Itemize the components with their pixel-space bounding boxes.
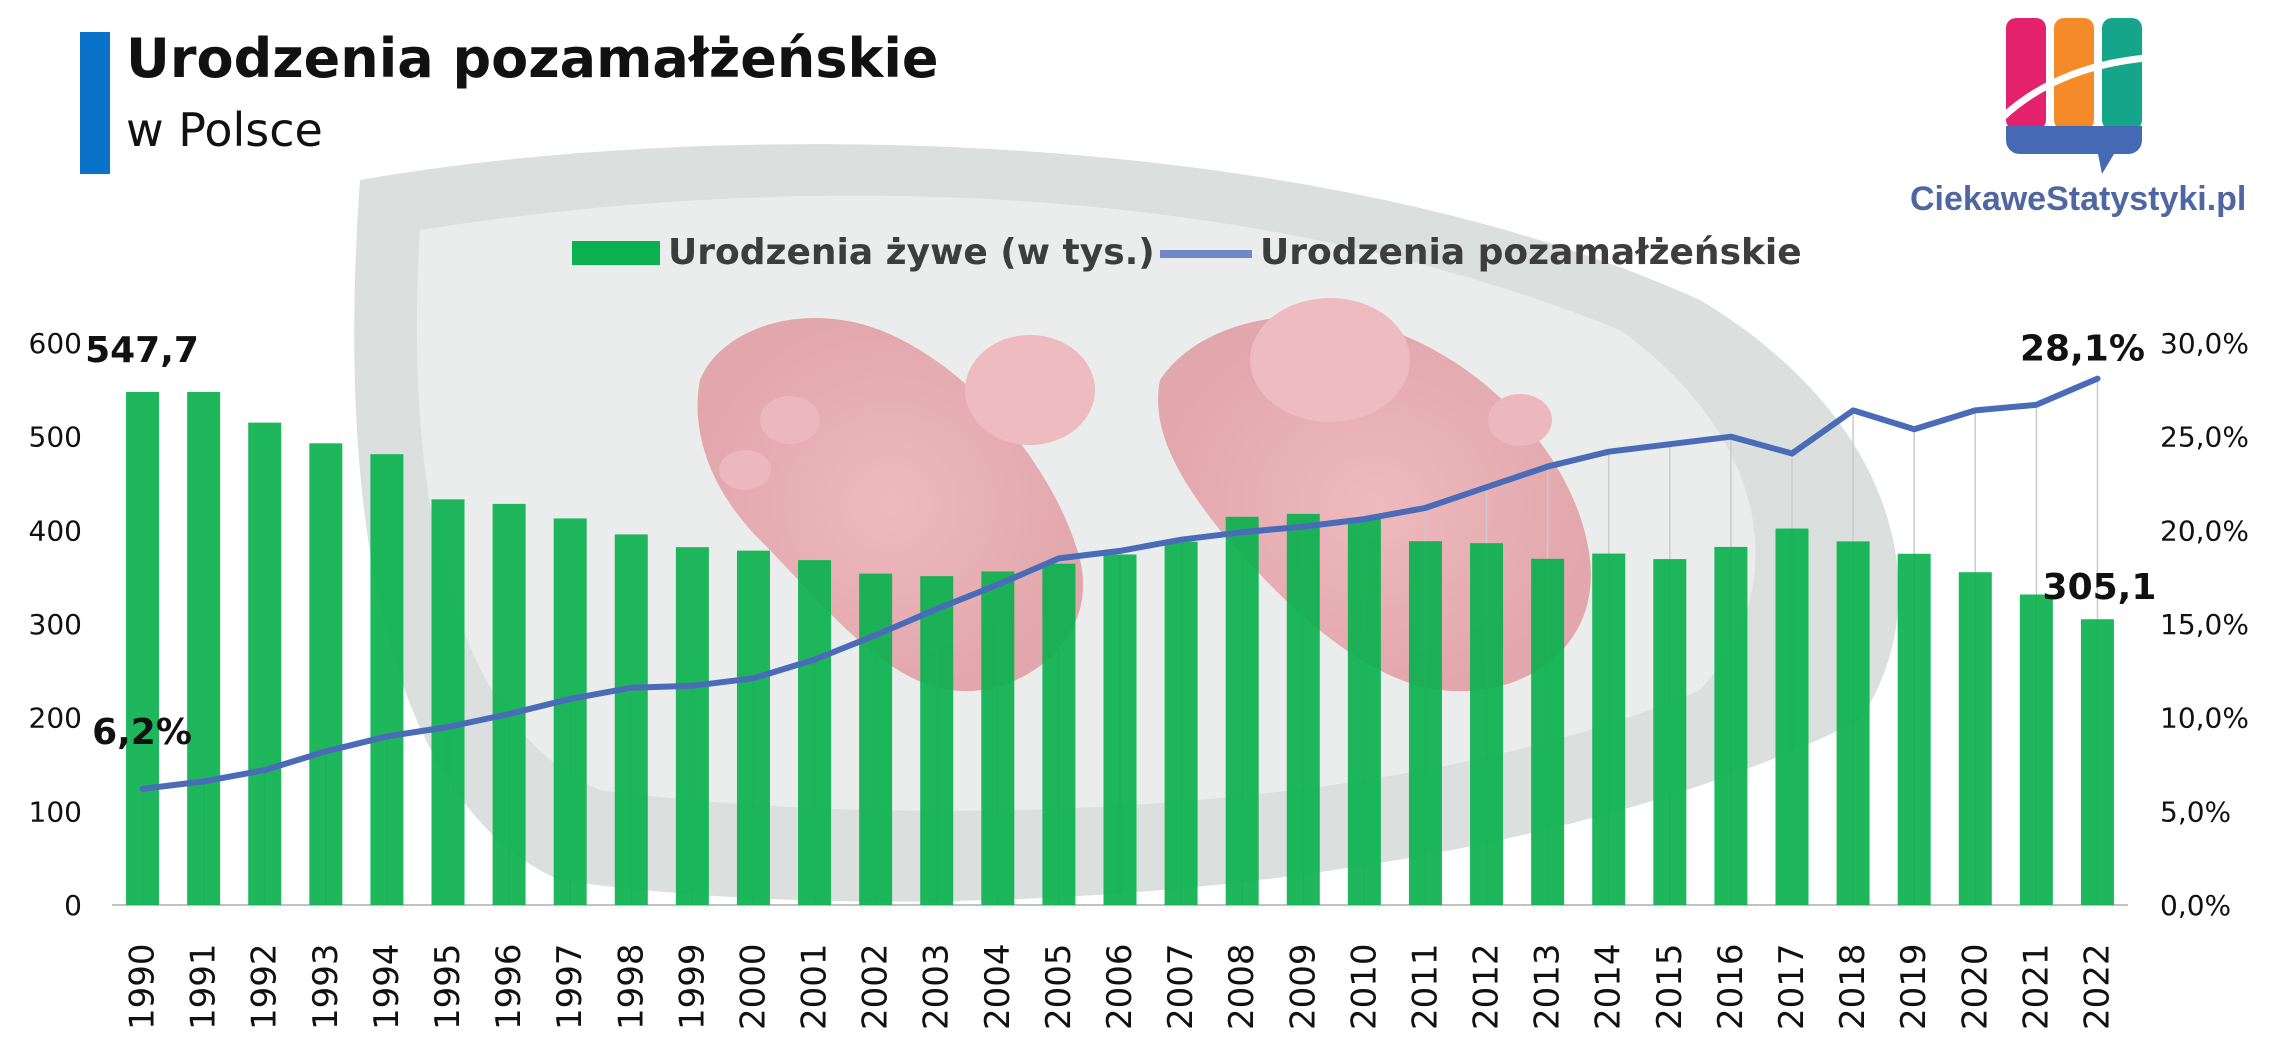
x-tick-label: 2005	[1039, 943, 1079, 1030]
bar	[1103, 554, 1137, 905]
bar	[431, 499, 465, 905]
x-tick-label: 1994	[367, 943, 407, 1030]
bar	[1836, 541, 1870, 905]
y-right-tick-label: 5,0%	[2160, 795, 2231, 828]
x-tick-label: 2009	[1283, 943, 1323, 1030]
bar	[126, 391, 160, 905]
x-tick-label: 1997	[550, 943, 590, 1030]
bar-series	[126, 391, 2114, 905]
bar	[1531, 558, 1565, 905]
x-tick-label: 2014	[1589, 943, 1629, 1030]
bar	[1225, 516, 1259, 905]
y-right-tick-label: 25,0%	[2160, 421, 2249, 454]
x-tick-label: 2010	[1344, 943, 1384, 1030]
y-left-tick-label: 300	[29, 608, 82, 641]
x-tick-label: 2013	[1528, 943, 1568, 1030]
bar	[1347, 517, 1381, 905]
legend-label-line: Urodzenia pozamałżeńskie	[1260, 232, 1802, 273]
line-path	[139, 375, 2101, 792]
x-tick-label: 1990	[123, 943, 163, 1030]
bar	[1653, 559, 1687, 905]
x-tick-label: 2003	[917, 943, 957, 1030]
legend-label-bars: Urodzenia żywe (w tys.)	[668, 232, 1155, 273]
x-tick-label: 2006	[1100, 943, 1140, 1030]
x-tick-label: 2011	[1405, 943, 1445, 1030]
bar	[309, 443, 343, 905]
y-left-tick-label: 400	[29, 514, 82, 547]
bar	[1592, 553, 1626, 905]
bar	[370, 454, 404, 905]
x-tick-label: 2000	[733, 943, 773, 1030]
x-tick-label: 2017	[1772, 943, 1812, 1030]
bar	[675, 547, 709, 905]
chart-logo-icon	[2001, 18, 2147, 174]
x-tick-label: 1999	[672, 943, 712, 1030]
bar	[492, 503, 526, 905]
x-tick-label: 2004	[978, 943, 1018, 1030]
bar	[798, 560, 832, 905]
bar	[1714, 546, 1748, 905]
x-tick-label: 2022	[2077, 943, 2117, 1030]
bar	[1775, 528, 1809, 905]
x-tick-label: 2015	[1650, 943, 1690, 1030]
x-tick-label: 1993	[306, 943, 346, 1030]
y-left-tick-label: 100	[29, 795, 82, 828]
y-right-tick-label: 30,0%	[2160, 327, 2249, 360]
x-tick-label: 2012	[1467, 943, 1507, 1030]
x-tick-label: 1992	[245, 943, 285, 1030]
bar	[2080, 619, 2114, 905]
bar	[1958, 572, 1992, 905]
bar-data-label-last: 305,1	[2043, 567, 2157, 608]
x-tick-label: 1998	[611, 943, 651, 1030]
bar	[1470, 543, 1504, 905]
chart-legend: Urodzenia żywe (w tys.) Urodzenia pozamał…	[572, 232, 1802, 273]
bar	[614, 534, 648, 905]
bar	[1042, 563, 1076, 905]
line-series	[139, 375, 2101, 792]
bar	[981, 571, 1015, 905]
bar	[2019, 594, 2053, 905]
y-right-tick-label: 20,0%	[2160, 514, 2249, 547]
bar	[920, 576, 954, 905]
title-accent-bar	[80, 32, 110, 174]
bar-data-label-first: 547,7	[85, 330, 199, 371]
x-tick-label: 2019	[1894, 943, 1934, 1030]
y-left-tick-label: 0	[64, 889, 82, 922]
line-data-label-last: 28,1%	[2020, 329, 2145, 370]
x-tick-label: 2021	[2016, 943, 2056, 1030]
x-tick-label: 2020	[1955, 943, 1995, 1030]
bar	[1408, 541, 1442, 905]
bar	[859, 573, 893, 905]
x-tick-label: 2016	[1711, 943, 1751, 1030]
chart-labels: 547,7 305,1 6,2% 28,1%	[85, 329, 2156, 753]
legend-swatch-bars	[572, 241, 660, 265]
y-left-tick-label: 500	[29, 421, 82, 454]
y-right-tick-label: 10,0%	[2160, 702, 2249, 735]
bar	[187, 391, 221, 905]
x-tick-label: 2008	[1222, 943, 1262, 1030]
page-subtitle: w Polsce	[126, 103, 323, 157]
y-left-tick-label: 200	[29, 702, 82, 735]
x-tick-label: 2018	[1833, 943, 1873, 1030]
bar	[736, 550, 770, 905]
x-tick-label: 2002	[856, 943, 896, 1030]
y-left-tick-label: 600	[29, 327, 82, 360]
y-right-tick-label: 0,0%	[2160, 889, 2231, 922]
x-tick-label: 1991	[184, 943, 224, 1030]
logo-text: CiekaweStatystyki.pl	[1910, 180, 2247, 218]
x-tick-label: 2001	[795, 943, 835, 1030]
bar	[553, 518, 587, 905]
bar	[1164, 541, 1198, 905]
page-title: Urodzenia pozamałżeńskie	[126, 27, 939, 90]
x-tick-label: 1996	[489, 943, 529, 1030]
bar	[248, 422, 282, 905]
line-data-label-first: 6,2%	[92, 712, 192, 753]
y-right-tick-label: 15,0%	[2160, 608, 2249, 641]
bar	[1286, 513, 1320, 905]
x-tick-label: 1995	[428, 943, 468, 1030]
bar	[1897, 553, 1931, 905]
x-tick-label: 2007	[1161, 943, 1201, 1030]
